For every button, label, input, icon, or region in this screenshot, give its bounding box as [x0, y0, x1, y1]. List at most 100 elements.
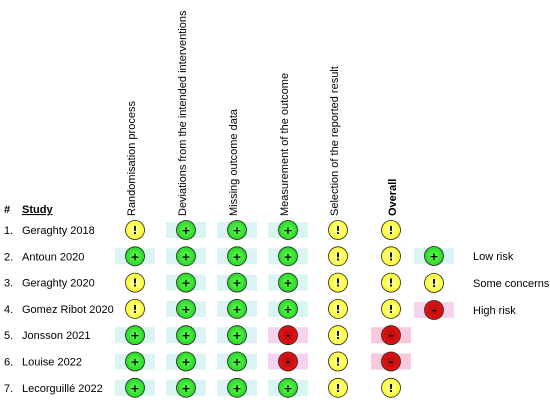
- low-risk-circle: [176, 220, 196, 240]
- some-risk-symbol: !: [388, 382, 393, 395]
- some-risk-circle: [381, 298, 401, 319]
- high-risk-symbol: -: [389, 356, 394, 369]
- low-risk-symbol: +: [232, 356, 241, 369]
- low-risk-circle: [227, 351, 247, 372]
- study-name: Antoun 2020: [22, 251, 84, 263]
- rating-cell: +: [176, 377, 196, 398]
- rating-cell: !: [328, 220, 348, 240]
- high-risk-circle: [278, 325, 298, 346]
- rating-cell: +: [125, 246, 145, 267]
- legend-label: Low risk: [473, 251, 514, 263]
- low-risk-circle: [227, 272, 247, 293]
- study-name: Gomez Ribot 2020: [22, 304, 114, 316]
- domain-header-measurement: Measurement of the outcome: [279, 73, 291, 216]
- table-row: 2. Antoun 2020 + + + +!!: [4, 246, 401, 267]
- some-risk-symbol: !: [132, 224, 137, 237]
- low-risk-symbol: +: [181, 303, 190, 316]
- domain-header-missing-data: Missing outcome data: [228, 108, 240, 216]
- some-risk-symbol: !: [388, 303, 393, 316]
- low-risk-circle: [227, 298, 247, 319]
- study-name: Geraghty 2018: [22, 225, 95, 237]
- low-risk-circle: [176, 377, 196, 398]
- high-risk-symbol: -: [286, 356, 291, 369]
- legend-swatch: -: [424, 300, 444, 320]
- rating-cell: !: [328, 351, 348, 372]
- some-risk-circle: [424, 273, 444, 293]
- low-risk-circle: [278, 272, 298, 293]
- low-risk-symbol: +: [283, 250, 292, 263]
- low-risk-symbol: +: [181, 250, 190, 263]
- low-risk-symbol: +: [232, 329, 241, 342]
- rating-cell: +: [125, 351, 145, 372]
- rating-cell: !: [381, 220, 401, 240]
- legend: + Low risk! Some concerns - High risk: [414, 246, 550, 320]
- domain-header-overall: Overall: [387, 179, 399, 216]
- low-risk-symbol: +: [283, 224, 292, 237]
- rating-cell: !: [125, 220, 145, 240]
- high-risk-circle: [381, 351, 401, 372]
- table-row: 7. Lecorguillé 2022 + + + +!!: [4, 377, 401, 398]
- some-risk-symbol: !: [335, 382, 340, 395]
- rating-cell: !: [328, 298, 348, 319]
- low-risk-symbol: +: [130, 382, 139, 395]
- rating-cell: +: [227, 220, 247, 240]
- some-risk-circle: [328, 220, 348, 240]
- table-row: 6. Louise 2022 + + + -! -: [4, 351, 411, 372]
- study-number: 2.: [4, 251, 13, 263]
- some-risk-symbol: !: [388, 250, 393, 263]
- some-risk-symbol: !: [335, 356, 340, 369]
- legend-label: High risk: [473, 305, 516, 317]
- low-risk-symbol: +: [232, 277, 241, 290]
- low-risk-circle: [227, 325, 247, 346]
- rating-cell: -: [278, 325, 298, 346]
- table-row: 1. Geraghty 2018! + + +!!: [4, 220, 401, 240]
- low-risk-symbol: +: [181, 356, 190, 369]
- rating-cell: +: [278, 272, 298, 293]
- rating-cell: !: [328, 377, 348, 398]
- high-risk-circle: [381, 325, 401, 346]
- low-risk-symbol: +: [130, 356, 139, 369]
- some-risk-symbol: !: [335, 329, 340, 342]
- some-risk-symbol: !: [431, 277, 436, 290]
- low-risk-symbol: +: [232, 250, 241, 263]
- rating-cell: +: [227, 377, 247, 398]
- some-risk-symbol: !: [335, 303, 340, 316]
- legend-label: Some concerns: [473, 278, 550, 290]
- low-risk-circle: [176, 351, 196, 372]
- high-risk-symbol: -: [389, 329, 394, 342]
- low-risk-symbol: +: [283, 382, 292, 395]
- table-row: 3. Geraghty 2020! + + +!!: [4, 272, 401, 293]
- table-row: 5. Jonsson 2021 + + + -! -: [4, 325, 411, 346]
- some-risk-symbol: !: [335, 277, 340, 290]
- rating-cell: +: [176, 220, 196, 240]
- low-risk-circle: [227, 377, 247, 398]
- rating-cell: !: [328, 325, 348, 346]
- rating-cell: +: [227, 351, 247, 372]
- low-risk-symbol: +: [283, 277, 292, 290]
- low-risk-circle: [278, 298, 298, 319]
- low-risk-symbol: +: [283, 303, 292, 316]
- legend-item-low: + Low risk: [414, 246, 514, 266]
- rating-cell: !: [381, 272, 401, 293]
- rating-cell: +: [278, 377, 298, 398]
- rating-cell: -: [381, 351, 401, 372]
- high-risk-circle: [278, 351, 298, 372]
- low-risk-circle: [278, 220, 298, 240]
- study-number: 3.: [4, 278, 13, 290]
- some-risk-symbol: !: [335, 224, 340, 237]
- high-risk-circle: [424, 300, 444, 320]
- low-risk-symbol: +: [181, 329, 190, 342]
- study-header: Study: [22, 204, 53, 216]
- study-name: Louise 2022: [22, 357, 82, 369]
- rating-cell: !: [328, 272, 348, 293]
- study-number: 6.: [4, 357, 13, 369]
- some-risk-circle: [328, 298, 348, 319]
- rating-cell: +: [176, 325, 196, 346]
- some-risk-symbol: !: [388, 277, 393, 290]
- low-risk-circle: [125, 377, 145, 398]
- some-risk-circle: [125, 298, 145, 319]
- study-number: 7.: [4, 383, 13, 395]
- low-risk-symbol: +: [130, 250, 139, 263]
- legend-item-high: - High risk: [414, 300, 516, 320]
- low-risk-circle: [278, 246, 298, 267]
